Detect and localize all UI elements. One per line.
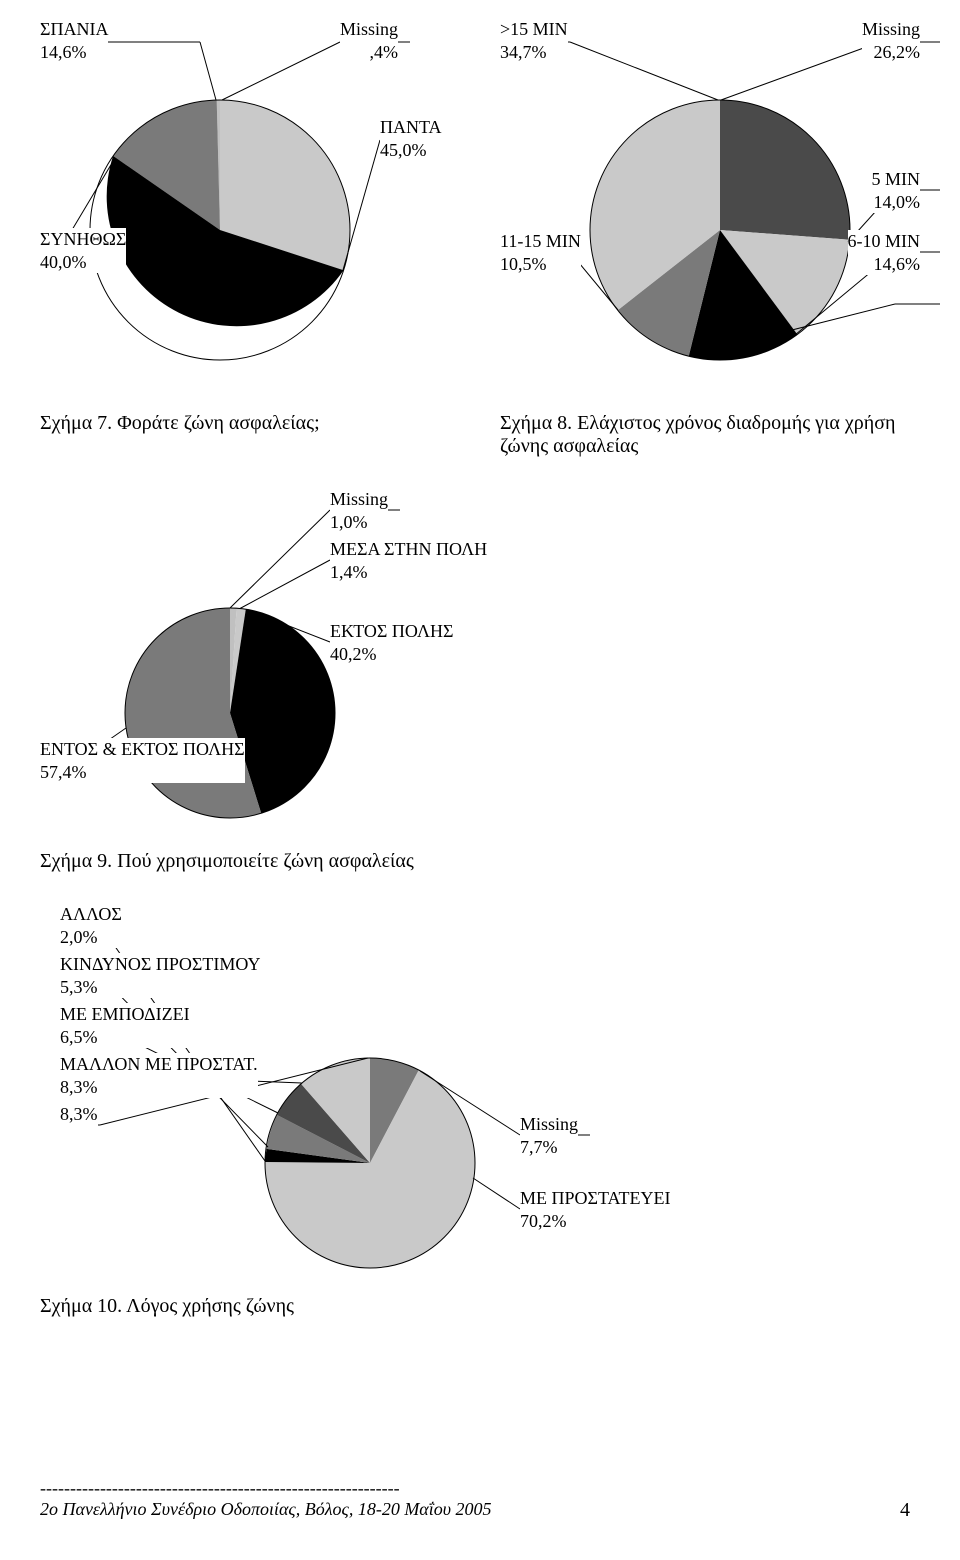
chart8-label-610: 6-10 MIN <box>848 230 921 253</box>
chart8-label-5min: 5 MIN <box>872 168 921 191</box>
chart8-label-gt15: >15 MIN <box>500 18 568 41</box>
chart10-label-mallon: ΜΑΛΛΟΝ ΜΕ ΠΡΟΣΤΑΤ. <box>60 1053 258 1076</box>
footer-line: 2ο Πανελλήνιο Συνέδριο Οδοποιίας, Βόλος,… <box>40 1499 920 1520</box>
chart9-label-mesa: ΜΕΣΑ ΣΤΗΝ ΠΟΛΗ <box>330 538 487 561</box>
chart10-value-empodizei: 6,5% <box>60 1026 190 1049</box>
chart7-value-synithos: 40,0% <box>40 251 126 274</box>
chart9-value-ektos: 40,2% <box>330 643 454 666</box>
chart-9: Missing 1,0% ΜΕΣΑ ΣΤΗΝ ΠΟΛΗ 1,4% ΕΚΤΟΣ Π… <box>40 488 920 838</box>
chart7-value-spania: 14,6% <box>40 41 108 64</box>
caption-8: Σχήμα 8. Ελάχιστος χρόνος διαδρομής για … <box>500 412 920 458</box>
chart10-label-allos: ΑΛΛΟΣ <box>60 903 122 926</box>
caption-7: Σχήμα 7. Φοράτε ζώνη ασφαλείας; <box>40 412 460 458</box>
chart7-label-synithos: ΣΥΝΗΘΩΣ <box>40 228 126 251</box>
footer: ----------------------------------------… <box>40 1478 920 1520</box>
chart10-label-empodizei: ΜΕ ΕΜΠΟΔΙΖΕΙ <box>60 1003 190 1026</box>
chart8-value-1115: 10,5% <box>500 253 581 276</box>
chart10-value-missing: 7,7% <box>520 1136 578 1159</box>
chart8-value-missing: 26,2% <box>862 41 920 64</box>
chart9-value-missing: 1,0% <box>330 511 388 534</box>
pie-chart-7 <box>40 20 480 400</box>
chart10-label-prost: ΜΕ ΠΡΟΣΤΑΤΕΥΕΙ <box>520 1187 671 1210</box>
chart10-label-missing: Missing <box>520 1113 578 1136</box>
footer-dashes: ----------------------------------------… <box>40 1478 920 1499</box>
chart7-label-spania: ΣΠΑΝΙΑ <box>40 18 108 41</box>
chart10-value-mallon: 8,3% <box>60 1076 258 1099</box>
chart-7: ΣΠΑΝΙΑ 14,6% Missing ,4% ΠΑΝΤΑ 45,0% ΣΥΝ… <box>40 20 460 400</box>
caption-9: Σχήμα 9. Πού χρησιμοποιείτε ζώνη ασφαλεί… <box>40 850 920 873</box>
chart10-value-allos: 2,0% <box>60 926 122 949</box>
chart-10: ΑΛΛΟΣ 2,0% ΚΙΝΔΥΝΟΣ ΠΡΟΣΤΙΜΟΥ 5,3% ΜΕ ΕΜ… <box>40 903 920 1283</box>
chart9-label-ektos: ΕΚΤΟΣ ΠΟΛΗΣ <box>330 620 454 643</box>
caption-10: Σχήμα 10. Λόγος χρήσης ζώνης <box>40 1295 920 1318</box>
chart10-label-kindynos: ΚΙΝΔΥΝΟΣ ΠΡΟΣΤΙΜΟΥ <box>60 953 260 976</box>
chart7-value-panta: 45,0% <box>380 139 442 162</box>
chart8-value-gt15: 34,7% <box>500 41 568 64</box>
chart7-value-missing: ,4% <box>340 41 398 64</box>
chart8-value-610: 14,6% <box>848 253 921 276</box>
chart9-value-mesa: 1,4% <box>330 561 487 584</box>
chart9-label-entos: ΕΝΤΟΣ & ΕΚΤΟΣ ΠΟΛΗΣ <box>40 738 245 761</box>
chart8-value-5min: 14,0% <box>872 191 921 214</box>
chart8-label-1115: 11-15 MIN <box>500 230 581 253</box>
chart7-label-missing: Missing <box>340 18 398 41</box>
chart9-label-missing: Missing <box>330 488 388 511</box>
chart-8: >15 MIN 34,7% Missing 26,2% 5 MIN 14,0% … <box>500 20 920 400</box>
chart10-value-kindynos: 5,3% <box>60 976 260 999</box>
chart9-value-entos: 57,4% <box>40 761 245 784</box>
chart10-value-prost: 70,2% <box>520 1210 671 1233</box>
chart8-label-missing: Missing <box>862 18 920 41</box>
page-number: 4 <box>900 1499 910 1522</box>
chart7-label-panta: ΠΑΝΤΑ <box>380 116 442 139</box>
chart10-value-83: 8,3% <box>60 1103 98 1126</box>
